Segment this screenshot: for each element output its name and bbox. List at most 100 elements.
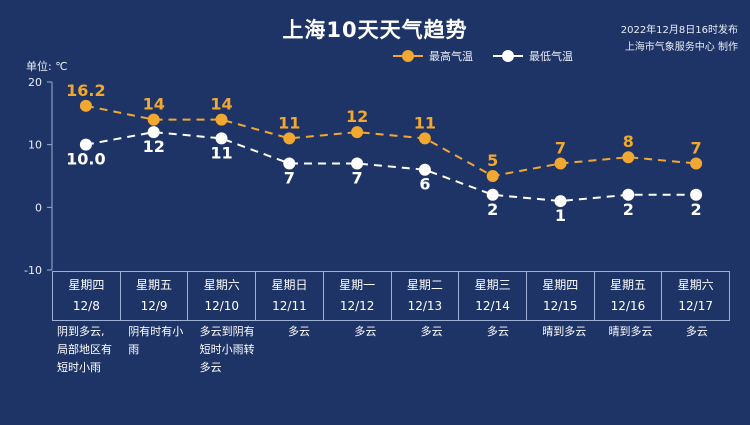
high-temp-label: 7 [691,138,702,157]
low-temp-label: 2 [487,200,498,219]
weather-condition: 多云 [664,323,730,377]
weekday-label: 星期四 [542,278,579,292]
unit-label: 单位: ℃ [26,60,68,73]
condition-line: 雨 [128,343,140,356]
day-cell: 星期四 12/8 [53,272,121,320]
low-temp-point [147,126,160,139]
condition-line: 多云 [685,325,708,338]
high-temp-label: 8 [623,132,634,151]
y-tick-label: 20 [28,76,42,89]
legend-high-marker [393,50,423,62]
weather-condition: 阴有时有小雨 [123,323,194,377]
low-temp-label: 2 [691,200,702,219]
high-temp-point [147,113,160,126]
low-temp-line [85,131,697,203]
weekday-label: 星期六 [203,278,240,292]
low-temp-point [215,132,228,145]
day-cell: 星期二 12/13 [392,272,460,320]
low-temp-label: 2 [623,200,634,219]
high-temp-label: 14 [143,95,165,114]
legend-low-label: 最低气温 [529,50,573,63]
high-temp-label: 14 [210,95,232,114]
weekday-label: 星期一 [339,278,376,292]
high-temp-label: 5 [487,151,498,170]
weather-condition: 晴到多云 [597,323,663,377]
condition-line: 阴有时有小 [128,325,184,338]
high-temp-label: 12 [346,107,368,126]
legend-high-label: 最高气温 [429,50,473,63]
high-temp-line [85,104,697,178]
date-label: 12/16 [610,299,646,313]
weekday-label: 星期五 [609,278,646,292]
date-label: 12/12 [339,299,375,313]
weather-condition: 多云 [398,323,464,377]
low-temp-point [283,157,296,170]
high-temp-point [351,126,364,139]
weather-condition: 多云 [332,323,398,377]
weekday-label: 星期四 [68,278,105,292]
high-temp-label: 11 [278,113,300,132]
y-tick-label: 0 [35,201,42,214]
y-tick-label: 10 [28,139,42,152]
low-temp-point [486,188,499,201]
condition-line: 多云 [288,325,311,338]
high-temp-point [554,157,567,170]
publish-time: 2022年12月8日16时发布 [620,25,738,36]
low-temp-point [690,188,703,201]
low-temp-label: 7 [352,168,363,187]
date-label: 12/14 [475,299,510,313]
low-temp-label: 1 [555,206,566,225]
condition-line: 多云到阴有 [199,325,255,338]
day-cell: 星期六 12/10 [188,272,257,320]
chart-title: 上海10天天气趋势 [282,18,468,42]
day-cell: 星期三 12/14 [459,272,527,320]
high-temp-point [418,132,431,145]
low-temp-label: 7 [284,168,295,187]
condition-line: 多云 [199,361,222,374]
low-temp-point [418,163,431,176]
date-label: 12/9 [140,299,168,313]
low-temp-label: 12 [143,137,165,156]
high-temp-point [690,157,703,170]
condition-line: 阴到多云, [57,325,105,338]
low-temp-point [554,195,567,208]
weekday-label: 星期五 [136,278,173,292]
publish-info: 2022年12月8日16时发布 上海市气象服务中心 制作 [621,22,738,56]
weekday-label: 星期三 [474,278,511,292]
weather-condition: 晴到多云 [531,323,597,377]
date-label: 12/13 [407,299,443,313]
legend-low-marker [493,50,523,62]
date-label: 12/8 [72,299,100,313]
condition-line: 晴到多云 [608,325,653,338]
condition-line: 多云 [354,325,377,338]
weather-condition: 多云到阴有 短时小雨转 多云 [195,323,266,377]
weekday-label: 星期二 [406,278,443,292]
day-cell: 星期日 12/11 [256,272,324,320]
high-temp-point [283,132,296,145]
high-temp-label: 7 [555,138,566,157]
date-label: 12/15 [542,299,578,313]
low-temp-label: 6 [419,175,430,194]
day-cell: 星期六 12/17 [662,272,729,320]
condition-line: 晴到多云 [542,325,587,338]
high-temp-point [79,99,92,112]
legend-high: 最高气温 [393,48,473,64]
day-table: 星期四 12/8 星期五 12/9 星期六 12/10 星期日 12/11 星期一 12/12 星期… [52,271,730,321]
condition-row: 阴到多云, 局部地区有 短时小雨 阴有时有小雨多云到阴有 短时小雨转 多云 多云 多云 多云 多云… [52,323,730,377]
high-temp-point [486,170,499,182]
low-temp-point [79,138,92,151]
weekday-label: 星期六 [677,278,714,292]
weather-condition: 多云 [465,323,531,377]
low-temp-label: 11 [210,143,232,162]
weekday-label: 星期日 [271,278,308,292]
date-label: 12/11 [272,299,307,313]
high-temp-point [622,151,635,164]
condition-line: 多云 [420,325,443,338]
condition-line: 局部地区有 [57,343,112,356]
high-temp-label: 16.2 [66,81,105,100]
weather-condition: 多云 [266,323,332,377]
low-temp-point [351,157,364,170]
low-temp-label: 10.0 [66,150,105,169]
date-label: 12/10 [204,299,240,313]
